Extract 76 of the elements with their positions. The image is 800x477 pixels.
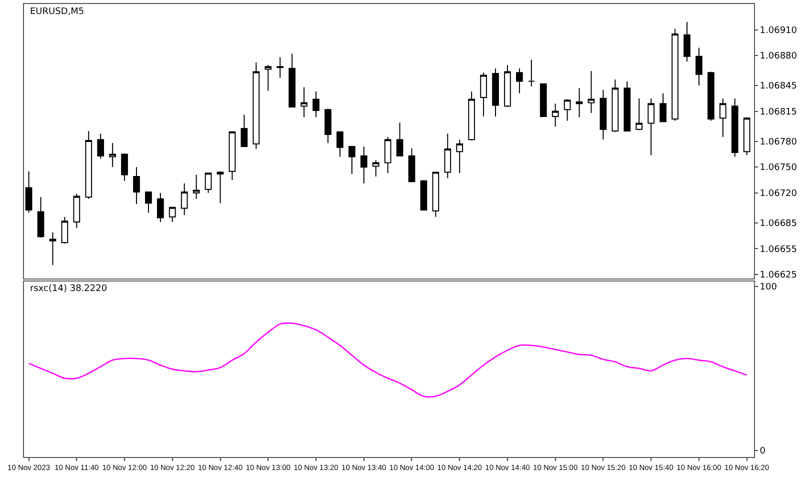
candlestick — [360, 146, 368, 184]
candlestick — [588, 70, 595, 114]
y-tick-label: 1.06655 — [760, 244, 798, 255]
candlestick — [660, 92, 666, 122]
candlestick — [444, 133, 452, 179]
chart-title: rsxc(14) 38.2220 — [30, 284, 108, 294]
candlestick — [719, 98, 726, 138]
candlestick — [408, 148, 416, 182]
candlestick — [264, 64, 272, 92]
candlestick — [300, 86, 308, 118]
candlestick — [696, 47, 702, 86]
candlestick — [684, 22, 690, 62]
candlestick — [516, 68, 523, 94]
y-tick-label: 0 — [760, 446, 766, 457]
candlestick — [312, 91, 320, 118]
candlestick — [180, 182, 188, 216]
candlestick — [636, 98, 643, 131]
candlestick — [743, 116, 750, 156]
y-tick-label: 1.06625 — [760, 270, 798, 281]
candlestick — [121, 152, 128, 182]
candlestick — [288, 53, 296, 108]
candlestick — [492, 68, 499, 117]
candlestick — [707, 71, 714, 122]
candlestick — [432, 172, 440, 218]
candlestick — [480, 72, 487, 117]
candlestick — [540, 83, 547, 117]
y-tick-label: 1.06815 — [760, 107, 798, 118]
candlestick — [37, 196, 44, 238]
candlestick — [372, 160, 380, 178]
candlestick — [600, 89, 607, 140]
candlestick — [504, 64, 511, 108]
y-tick-label: 1.06780 — [760, 137, 798, 148]
candlestick — [25, 170, 32, 214]
candlestick — [420, 179, 428, 210]
chart-title: EURUSD,M5 — [30, 7, 84, 17]
candlestick — [624, 80, 631, 132]
candlestick — [192, 174, 200, 200]
candlestick — [97, 133, 104, 159]
candlestick — [528, 59, 535, 87]
y-tick-label: 1.06845 — [760, 82, 798, 92]
candlestick — [576, 88, 583, 118]
candlestick — [61, 216, 68, 244]
y-tick-label: 1.06720 — [760, 188, 798, 199]
candlestick — [612, 79, 619, 132]
candlestick — [324, 108, 332, 144]
candlestick — [240, 114, 248, 147]
y-tick-label: 100 — [760, 282, 778, 292]
candlestick — [156, 192, 164, 223]
candlestick — [336, 131, 344, 158]
candlestick — [252, 62, 260, 150]
y-tick-label: 1.06880 — [760, 52, 798, 62]
candlestick — [672, 28, 678, 122]
candlestick — [145, 191, 152, 214]
candlestick — [348, 146, 356, 174]
candlestick — [552, 103, 559, 128]
candlestick — [168, 206, 176, 223]
candlestick — [85, 130, 92, 200]
candlestick — [204, 172, 212, 194]
candlestick — [564, 98, 571, 122]
candlestick — [456, 139, 464, 174]
line-series — [28, 322, 748, 398]
candlestick — [228, 131, 236, 180]
candlestick — [133, 166, 140, 204]
candlestick — [49, 232, 56, 266]
candlestick — [648, 98, 655, 156]
candlestick — [384, 136, 392, 174]
y-tick-label: 1.06685 — [760, 219, 798, 230]
candlestick — [468, 91, 476, 141]
candlestick — [109, 142, 116, 168]
y-tick-label: 1.06910 — [760, 26, 798, 36]
candlestick — [276, 56, 284, 78]
candlestick — [73, 193, 80, 229]
candlestick — [731, 98, 738, 158]
y-tick-label: 1.06750 — [760, 163, 798, 174]
candlestick — [396, 122, 404, 156]
candlestick — [216, 170, 224, 204]
